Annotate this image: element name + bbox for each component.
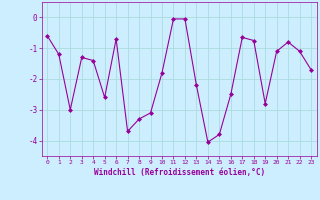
X-axis label: Windchill (Refroidissement éolien,°C): Windchill (Refroidissement éolien,°C) — [94, 168, 265, 177]
